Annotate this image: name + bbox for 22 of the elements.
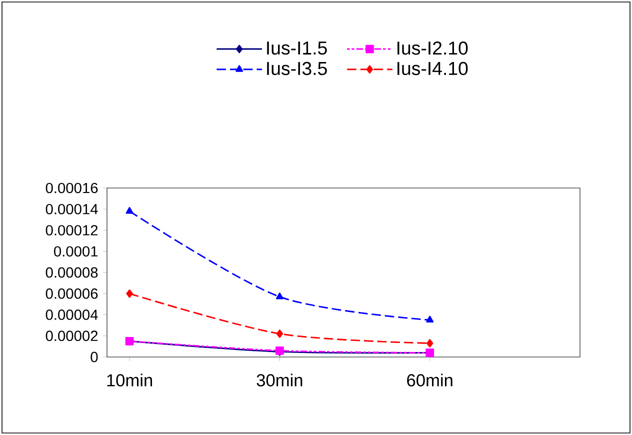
y-tick-label: 0	[90, 352, 98, 362]
y-tick-label: 0.00008	[46, 267, 98, 278]
y-tick-label: 0.00006	[46, 288, 98, 299]
y-tick-label: 0.00014	[46, 204, 98, 214]
x-tick-label: 30min	[256, 374, 302, 386]
point	[426, 316, 434, 322]
y-tick-label: 0.00012	[46, 225, 98, 236]
point	[126, 289, 133, 298]
legend-label: Ius-I4.10	[397, 62, 468, 76]
y-tick-label: 0.00016	[46, 182, 98, 194]
legend-label: Ius-I3.5	[267, 62, 327, 76]
legend-label: Ius-I1.5	[267, 42, 327, 55]
x-tick-label: 60min	[407, 374, 452, 386]
legend-label: Ius-I2.10	[397, 41, 468, 55]
point	[276, 292, 284, 300]
point	[276, 330, 284, 338]
y-tick-label: 0.00004	[46, 310, 98, 320]
y-tick-label: 0.0001	[54, 246, 98, 257]
x-tick-label: 10min	[107, 374, 152, 386]
point	[126, 207, 134, 214]
y-tick-label: 0.00002	[46, 330, 98, 342]
point	[426, 339, 434, 348]
